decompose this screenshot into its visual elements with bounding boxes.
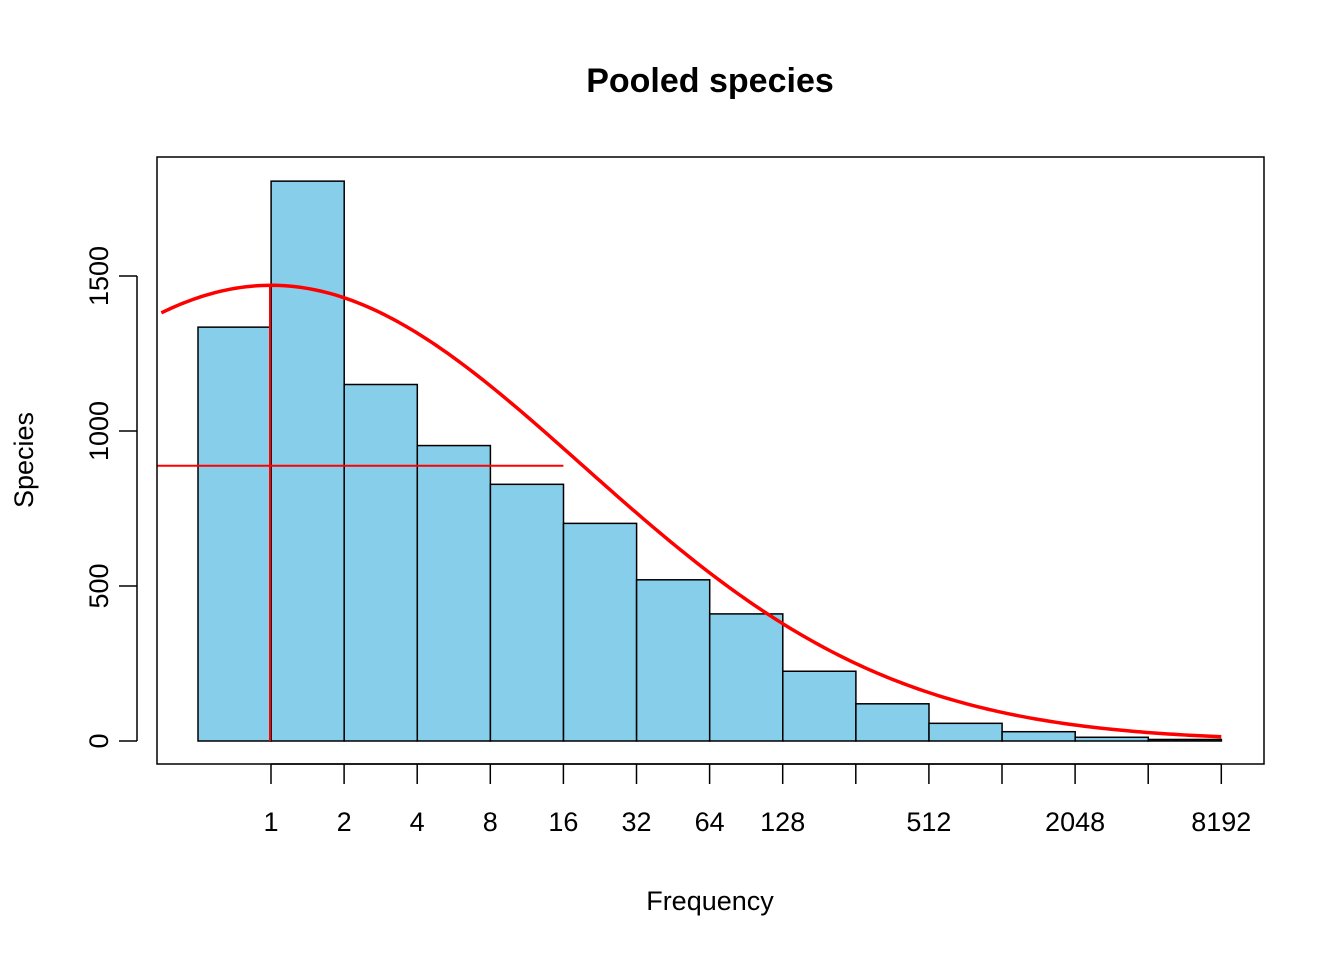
- x-axis-label: Frequency: [646, 886, 774, 916]
- x-tick-label-4: 4: [410, 807, 425, 837]
- bar-1: [197, 326, 272, 742]
- x-tick-label-2048: 2048: [1045, 807, 1105, 837]
- x-tick-label-512: 512: [906, 807, 951, 837]
- x-axis: 1 2 4 8 16 32 64 128 512 2048 8192: [263, 763, 1251, 837]
- bar-8192: [1147, 738, 1223, 742]
- y-tick-label-1000: 1000: [84, 401, 114, 461]
- y-axis-label: Species: [9, 412, 39, 508]
- x-tick-label-128: 128: [760, 807, 805, 837]
- bar-1024: [928, 722, 1003, 742]
- x-tick-label-1: 1: [263, 807, 278, 837]
- bars: [197, 180, 1223, 742]
- x-tick-label-2: 2: [337, 807, 352, 837]
- bar-16: [489, 483, 565, 742]
- bar-4: [343, 383, 419, 742]
- bar-256: [782, 670, 857, 742]
- x-tick-label-64: 64: [695, 807, 725, 837]
- chart-title: Pooled species: [586, 62, 834, 100]
- y-tick-label-500: 500: [84, 563, 114, 608]
- bar-64: [635, 579, 711, 742]
- x-tick-label-8: 8: [483, 807, 498, 837]
- bar-8: [416, 444, 492, 742]
- bar-512: [855, 703, 930, 742]
- x-tick-label-32: 32: [621, 807, 651, 837]
- x-tick-label-8192: 8192: [1191, 807, 1251, 837]
- bar-4096: [1074, 736, 1150, 742]
- y-axis: 0 500 1000 1500: [84, 246, 138, 749]
- reference-lines: [157, 285, 564, 741]
- bar-128: [708, 613, 784, 742]
- fitted-curve: [160, 283, 1222, 739]
- bar-2: [270, 180, 345, 742]
- x-tick-label-16: 16: [548, 807, 578, 837]
- y-tick-label-1500: 1500: [84, 246, 114, 306]
- bar-2048: [1001, 730, 1076, 742]
- y-tick-label-0: 0: [84, 733, 114, 748]
- bar-32: [562, 522, 638, 742]
